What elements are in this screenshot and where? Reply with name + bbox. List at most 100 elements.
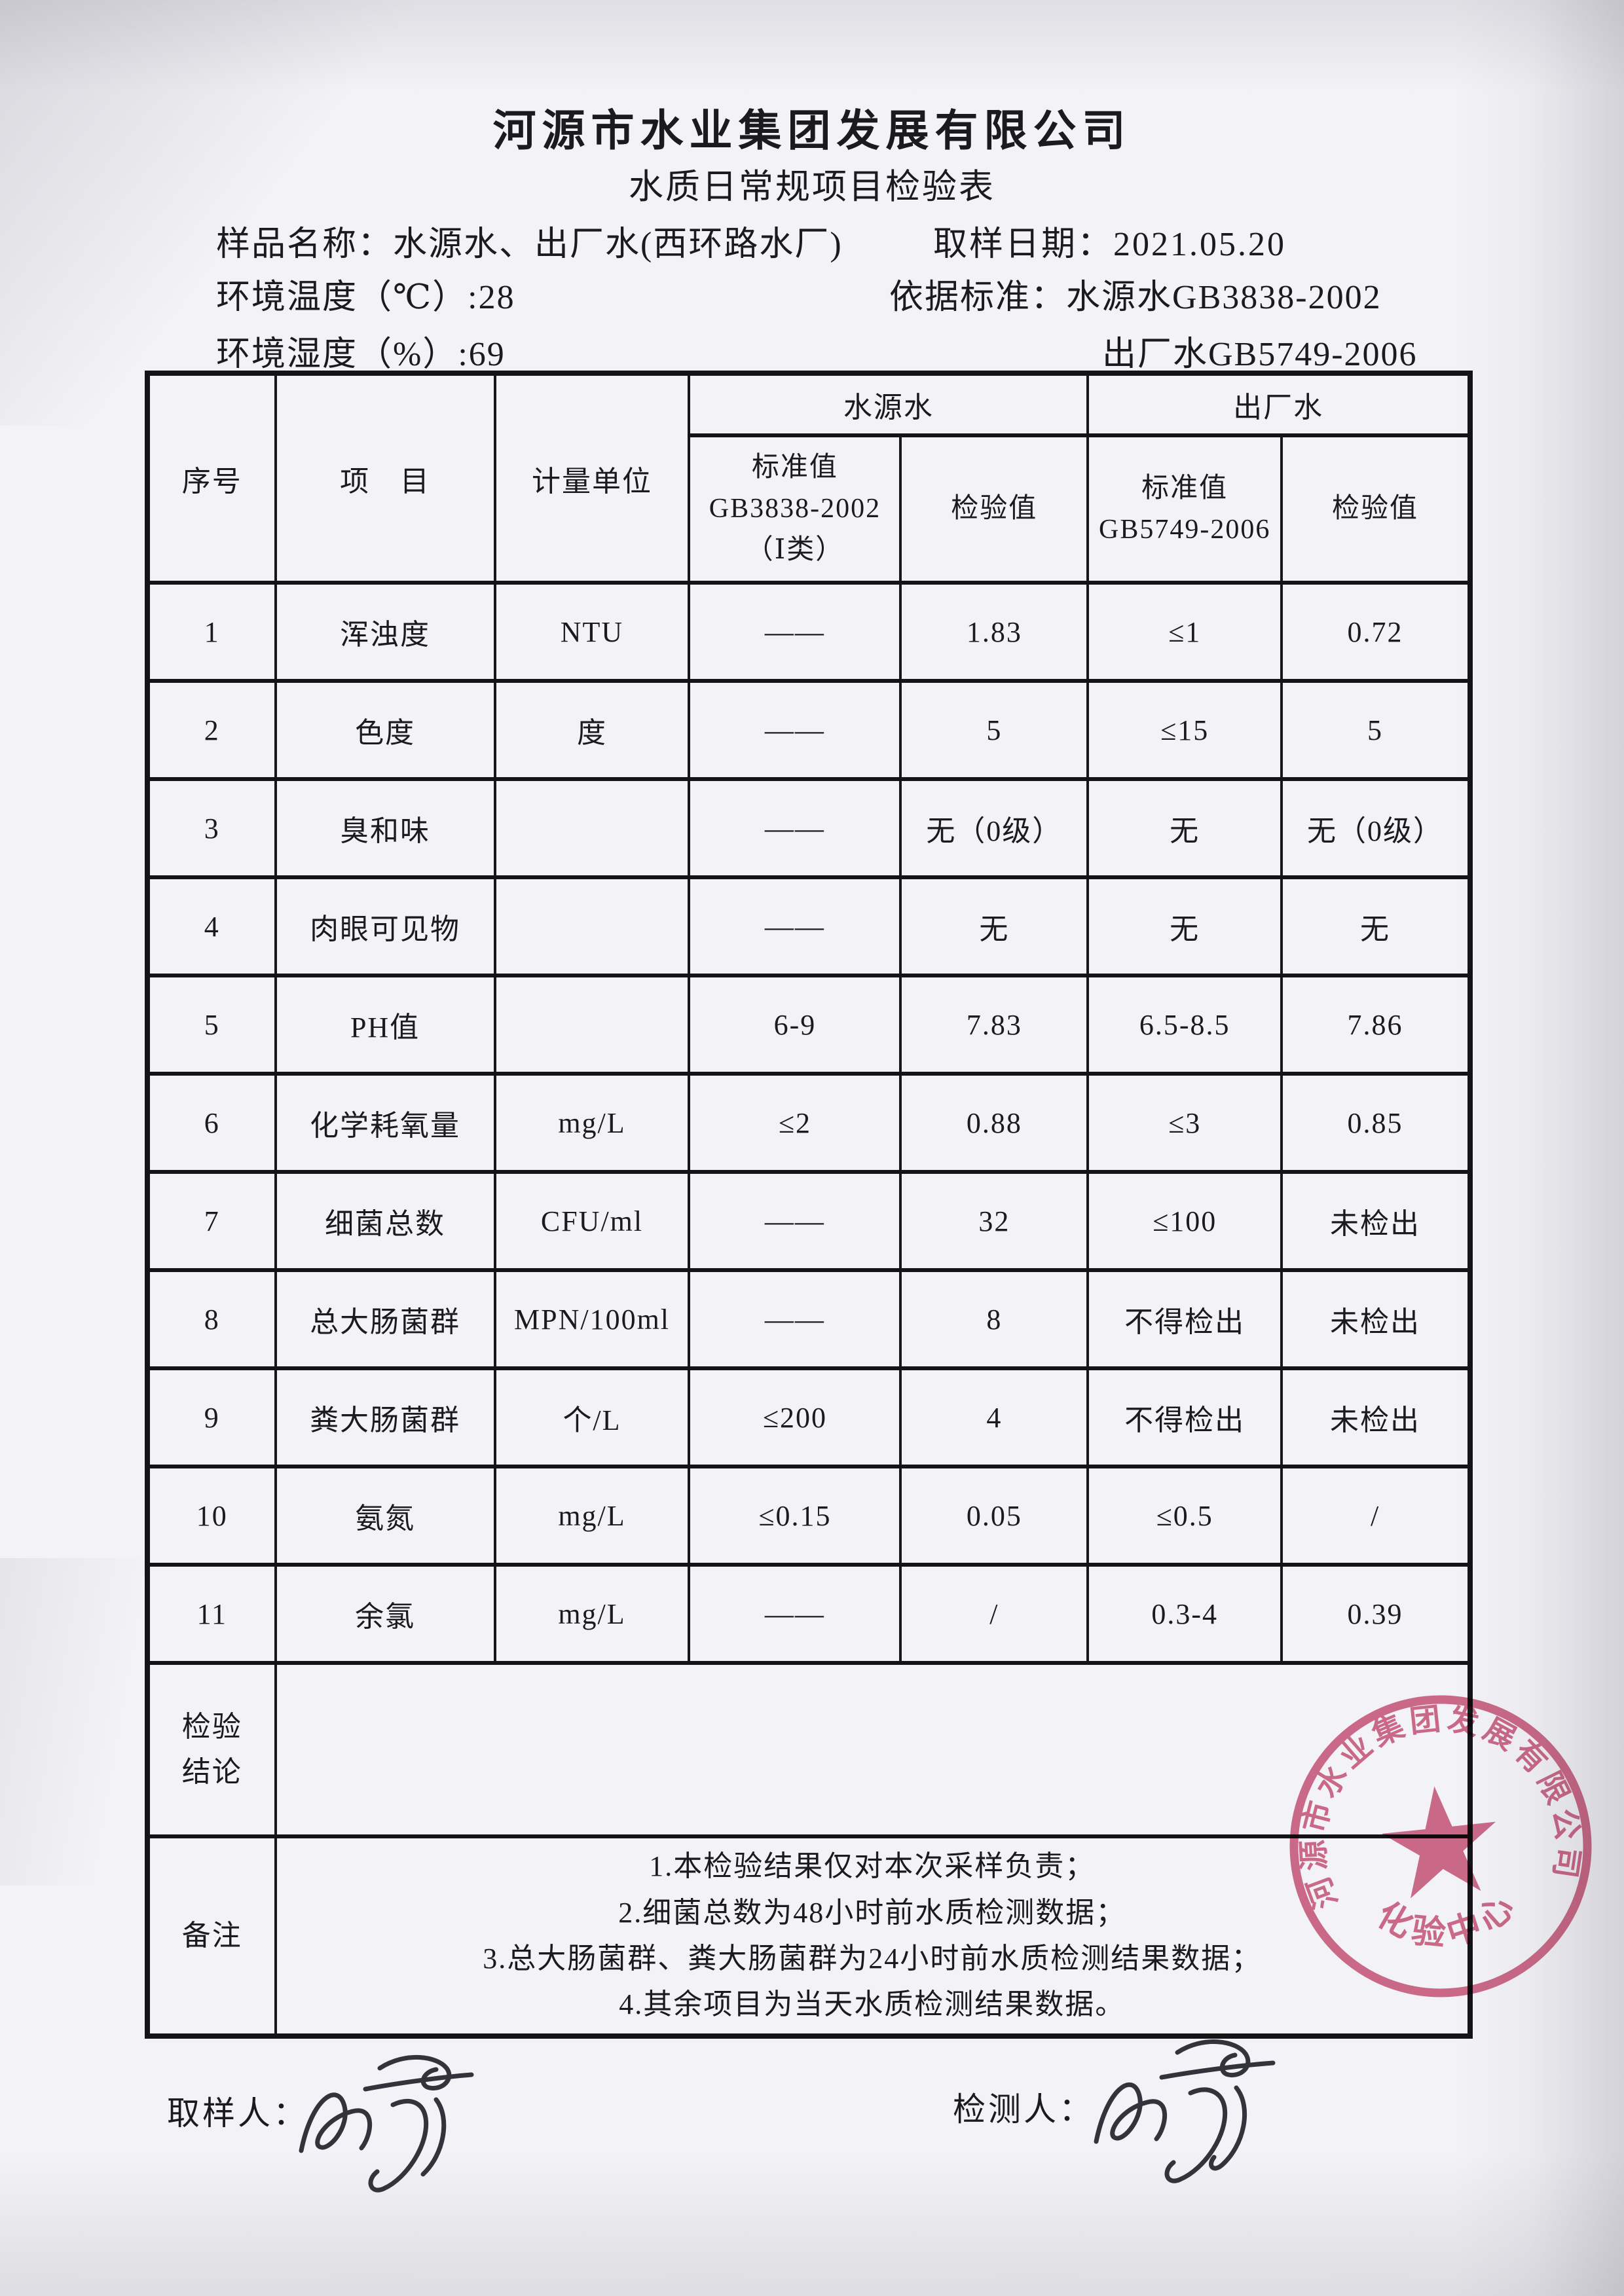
header-unit: 计量单位	[493, 371, 691, 585]
cell-finished-checked: 0.39	[1280, 1563, 1471, 1665]
cell-source-standard: 6-9	[688, 974, 902, 1076]
cell-unit: mg/L	[493, 1072, 691, 1174]
finished-water-standard: 出厂水GB5749-2006	[1102, 336, 1418, 373]
table-row: 9 粪大肠菌群 个/L ≤200 4 不得检出 未检出	[146, 1366, 1471, 1468]
cell-source-standard: ——	[688, 875, 902, 977]
source-standard-line3: （Ⅰ类）	[745, 535, 845, 565]
table-row: 5 PH值 6-9 7.83 6.5-8.5 7.86	[146, 974, 1471, 1076]
cell-unit: CFU/ml	[493, 1170, 691, 1272]
cell-seq: 6	[146, 1072, 277, 1174]
cell-finished-checked: 未检出	[1280, 1170, 1471, 1272]
cell-source-standard: ——	[688, 1268, 902, 1370]
header-item: 项 目	[274, 371, 496, 585]
cell-source-checked: /	[899, 1563, 1090, 1665]
cell-finished-checked: 未检出	[1280, 1366, 1471, 1468]
cell-source-checked: 8	[899, 1268, 1090, 1370]
cell-source-checked: 1.83	[899, 581, 1090, 683]
remarks-body: 1.本检验结果仅对本次采样负责； 2.细菌总数为48小时前水质检测数据； 3.总…	[274, 1834, 1472, 2038]
cell-seq: 5	[146, 974, 277, 1076]
cell-seq: 3	[146, 777, 277, 879]
conclusion-label-line2: 结论	[181, 1755, 242, 1788]
table-footer-rows: 检验 结论 备注 1.本检验结果仅对本次采样负责； 2.细菌总数为48小时前水质…	[146, 1661, 1472, 2038]
sampler-signature	[299, 2054, 474, 2193]
header-finished-checked: 检验值	[1280, 433, 1471, 585]
cell-item: 浑浊度	[274, 581, 496, 683]
cell-finished-standard: 不得检出	[1086, 1366, 1283, 1468]
header-seq: 序号	[146, 371, 277, 585]
paper-crease	[0, 0, 1624, 92]
cell-unit	[493, 875, 691, 977]
cell-finished-standard: 0.3-4	[1086, 1563, 1283, 1665]
table-header: 序号 项 目 计量单位 水源水 出厂水 标准值 GB3838-2002 （Ⅰ类）…	[146, 371, 1471, 585]
cell-unit: MPN/100ml	[493, 1268, 691, 1370]
remarks-row: 备注 1.本检验结果仅对本次采样负责； 2.细菌总数为48小时前水质检测数据； …	[146, 1834, 1472, 2038]
cell-source-checked: 0.88	[899, 1072, 1090, 1174]
sampler-label: 取样人：	[167, 2095, 308, 2132]
cell-item: PH值	[274, 974, 496, 1076]
cell-finished-standard: 6.5-8.5	[1086, 974, 1283, 1076]
table-row: 1 浑浊度 NTU —— 1.83 ≤1 0.72	[146, 581, 1471, 683]
cell-seq: 4	[146, 875, 277, 977]
cell-seq: 7	[146, 1170, 277, 1272]
sample-name-line: 样品名称：水源水、出厂水(西环路水厂)	[216, 216, 843, 265]
table-row: 4 肉眼可见物 —— 无 无 无	[146, 875, 1471, 977]
cell-finished-standard: 无	[1086, 777, 1283, 879]
cell-seq: 1	[146, 581, 277, 683]
cell-seq: 8	[146, 1268, 277, 1370]
cell-finished-checked: 0.85	[1280, 1072, 1471, 1174]
remark-line: 1.本检验结果仅对本次采样负责；	[649, 1850, 1096, 1883]
conclusion-row: 检验 结论	[146, 1661, 1472, 1838]
cell-finished-standard: ≤3	[1086, 1072, 1283, 1174]
conclusion-value	[274, 1661, 1472, 1838]
source-water-standard: 水源水GB3838-2002	[1066, 279, 1382, 316]
cell-unit: NTU	[493, 581, 691, 683]
cell-item: 臭和味	[274, 777, 496, 879]
table-row: 6 化学耗氧量 mg/L ≤2 0.88 ≤3 0.85	[146, 1072, 1471, 1174]
cell-finished-standard: 不得检出	[1086, 1268, 1283, 1370]
sample-name-value: 水源水、出厂水(西环路水厂)	[393, 226, 843, 263]
cell-finished-standard: ≤15	[1086, 679, 1283, 781]
ambient-humidity-value: :69	[458, 336, 506, 373]
cell-item: 粪大肠菌群	[274, 1366, 496, 1468]
cell-finished-checked: 未检出	[1280, 1268, 1471, 1370]
cell-item: 色度	[274, 679, 496, 781]
cell-finished-standard: 无	[1086, 875, 1283, 977]
sampling-date-line: 取样日期：2021.05.20	[933, 216, 1286, 265]
paper-crease	[1454, 0, 1624, 2296]
tester-label: 检测人：	[953, 2091, 1094, 2128]
source-standard-line1: 标准值	[751, 452, 838, 483]
table-row: 2 色度 度 —— 5 ≤15 5	[146, 679, 1471, 781]
cell-seq: 2	[146, 679, 277, 781]
cell-finished-checked: 0.72	[1280, 581, 1471, 683]
ambient-humidity-line: 环境湿度（%）:69	[216, 326, 506, 375]
table-row: 8 总大肠菌群 MPN/100ml —— 8 不得检出 未检出	[146, 1268, 1471, 1370]
cell-source-standard: ——	[688, 581, 902, 683]
cell-finished-checked: 无（0级）	[1280, 777, 1471, 879]
sampling-date-value: 2021.05.20	[1113, 226, 1287, 263]
ambient-temperature-line: 环境温度（℃）:28	[216, 269, 515, 318]
cell-unit	[493, 974, 691, 1076]
cell-source-checked: 0.05	[899, 1465, 1090, 1567]
cell-finished-checked: /	[1280, 1465, 1471, 1567]
ambient-temperature-label: 环境温度（℃）	[216, 279, 468, 316]
header-source-standard: 标准值 GB3838-2002 （Ⅰ类）	[688, 433, 902, 585]
sample-name-label: 样品名称：	[216, 226, 394, 263]
header-source-checked: 检验值	[899, 433, 1090, 585]
cell-source-standard: ——	[688, 1170, 902, 1272]
header-source-water: 水源水	[688, 371, 1090, 437]
cell-source-standard: ——	[688, 777, 902, 879]
paper-crease	[0, 2152, 1624, 2296]
cell-unit: mg/L	[493, 1465, 691, 1567]
cell-unit: 度	[493, 679, 691, 781]
cell-seq: 10	[146, 1465, 277, 1567]
header-finished-standard: 标准值 GB5749-2006	[1086, 433, 1283, 585]
cell-finished-checked: 5	[1280, 679, 1471, 781]
cell-source-checked: 7.83	[899, 974, 1090, 1076]
conclusion-label-line1: 检验	[181, 1711, 242, 1743]
sampling-date-label: 取样日期：	[933, 226, 1114, 263]
ambient-temperature-value: :28	[468, 279, 515, 316]
source-standard-line2: GB3838-2002	[709, 494, 881, 524]
table-row: 10 氨氮 mg/L ≤0.15 0.05 ≤0.5 /	[146, 1465, 1471, 1567]
cell-seq: 11	[146, 1563, 277, 1665]
